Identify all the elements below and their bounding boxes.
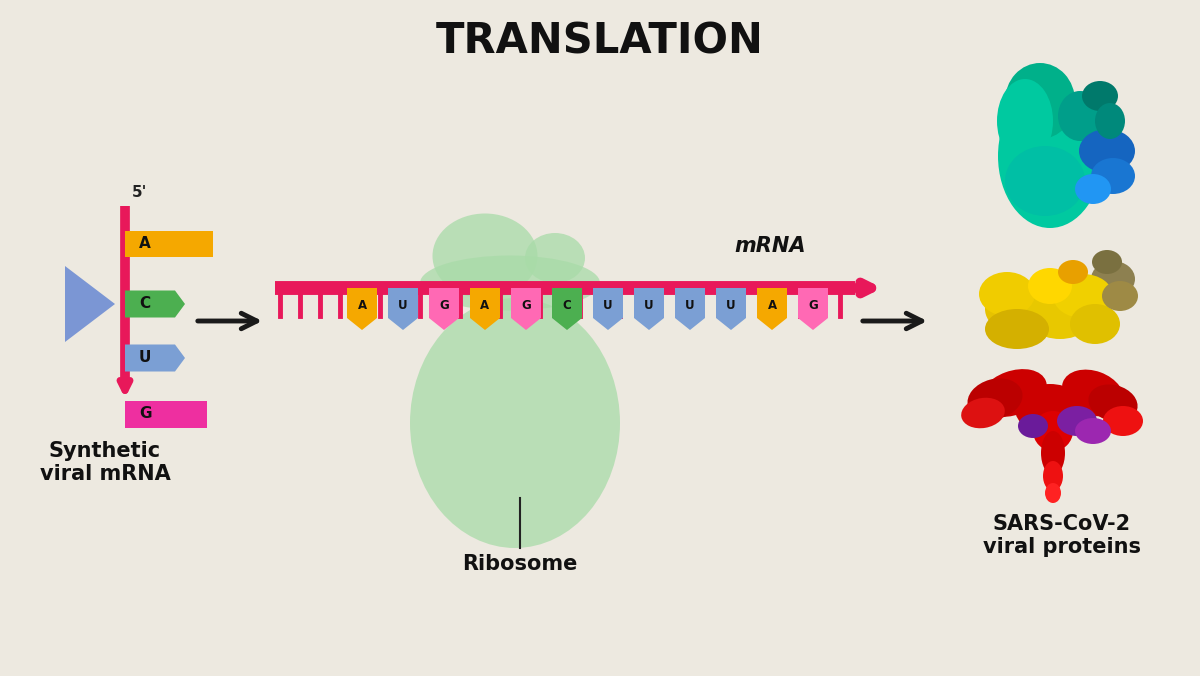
Text: Synthetic
viral mRNA: Synthetic viral mRNA — [40, 441, 170, 484]
Polygon shape — [716, 288, 746, 330]
Ellipse shape — [1006, 63, 1075, 139]
Polygon shape — [125, 345, 185, 372]
Text: U: U — [139, 350, 151, 366]
Ellipse shape — [985, 281, 1069, 337]
Polygon shape — [593, 288, 623, 330]
Ellipse shape — [1088, 385, 1138, 422]
Polygon shape — [430, 288, 460, 330]
Text: TRANSLATION: TRANSLATION — [436, 21, 764, 63]
Ellipse shape — [1075, 418, 1111, 444]
Text: A: A — [139, 237, 151, 251]
Ellipse shape — [1022, 279, 1098, 339]
Ellipse shape — [1079, 129, 1135, 173]
Text: U: U — [726, 299, 736, 312]
Ellipse shape — [1091, 261, 1135, 297]
Text: U: U — [604, 299, 613, 312]
Polygon shape — [347, 288, 377, 330]
Ellipse shape — [1033, 411, 1073, 451]
Ellipse shape — [1092, 250, 1122, 274]
Polygon shape — [798, 288, 828, 330]
Ellipse shape — [1058, 91, 1102, 141]
Ellipse shape — [1015, 384, 1085, 434]
Ellipse shape — [420, 256, 600, 310]
Text: U: U — [644, 299, 654, 312]
Polygon shape — [125, 400, 206, 427]
Text: G: G — [808, 299, 818, 312]
Ellipse shape — [997, 79, 1054, 163]
Polygon shape — [674, 288, 706, 330]
Ellipse shape — [1082, 81, 1118, 111]
Polygon shape — [757, 288, 787, 330]
Text: 3': 3' — [132, 411, 148, 426]
Ellipse shape — [979, 272, 1034, 316]
Ellipse shape — [1028, 268, 1072, 304]
Ellipse shape — [410, 298, 620, 548]
Ellipse shape — [1075, 174, 1111, 204]
Ellipse shape — [1018, 414, 1048, 438]
Polygon shape — [125, 231, 214, 258]
Polygon shape — [634, 288, 664, 330]
Ellipse shape — [1042, 431, 1066, 475]
Text: U: U — [398, 299, 408, 312]
Polygon shape — [511, 288, 541, 330]
Text: mRNA: mRNA — [734, 236, 805, 256]
Text: Ribosome: Ribosome — [462, 554, 577, 574]
Polygon shape — [470, 288, 500, 330]
Text: SARS-CoV-2
viral proteins: SARS-CoV-2 viral proteins — [983, 514, 1141, 557]
Ellipse shape — [1102, 281, 1138, 311]
Text: A: A — [480, 299, 490, 312]
Text: 5': 5' — [132, 185, 148, 200]
Text: C: C — [139, 297, 150, 312]
Ellipse shape — [1043, 461, 1063, 491]
Text: U: U — [685, 299, 695, 312]
Ellipse shape — [1096, 103, 1126, 139]
Ellipse shape — [967, 379, 1022, 420]
Ellipse shape — [1091, 158, 1135, 194]
Ellipse shape — [526, 233, 586, 283]
Polygon shape — [125, 291, 185, 318]
Ellipse shape — [1057, 406, 1097, 436]
Ellipse shape — [1062, 370, 1124, 416]
Ellipse shape — [985, 309, 1049, 349]
Text: A: A — [358, 299, 366, 312]
Ellipse shape — [1058, 260, 1088, 284]
Ellipse shape — [961, 397, 1004, 429]
Ellipse shape — [1103, 406, 1142, 436]
Ellipse shape — [1070, 304, 1120, 344]
Text: G: G — [521, 299, 530, 312]
Text: A: A — [768, 299, 776, 312]
Ellipse shape — [1045, 483, 1061, 503]
Ellipse shape — [1054, 274, 1114, 318]
Ellipse shape — [432, 214, 538, 299]
Polygon shape — [388, 288, 418, 330]
Ellipse shape — [1006, 146, 1085, 216]
Polygon shape — [552, 288, 582, 330]
Ellipse shape — [979, 369, 1046, 417]
Text: G: G — [139, 406, 151, 422]
Ellipse shape — [998, 84, 1102, 228]
Text: G: G — [439, 299, 449, 312]
Polygon shape — [65, 266, 115, 342]
Text: C: C — [563, 299, 571, 312]
